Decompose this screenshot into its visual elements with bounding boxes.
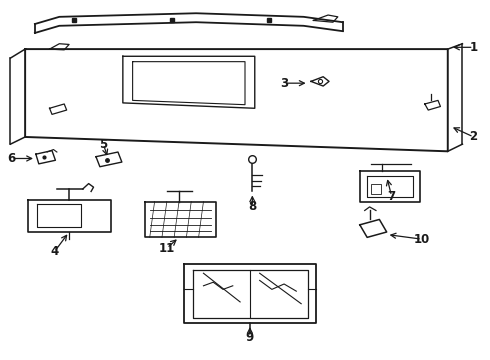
- Text: 4: 4: [50, 245, 59, 258]
- Text: 1: 1: [469, 41, 478, 54]
- Text: 8: 8: [248, 201, 256, 213]
- Text: 6: 6: [7, 152, 16, 165]
- Text: 3: 3: [280, 77, 288, 90]
- Text: 5: 5: [99, 138, 107, 150]
- Text: 7: 7: [388, 190, 395, 203]
- Text: 2: 2: [469, 130, 478, 144]
- Bar: [371, 184, 381, 194]
- Text: 11: 11: [159, 242, 175, 255]
- Text: 10: 10: [414, 233, 430, 246]
- Text: 9: 9: [246, 330, 254, 343]
